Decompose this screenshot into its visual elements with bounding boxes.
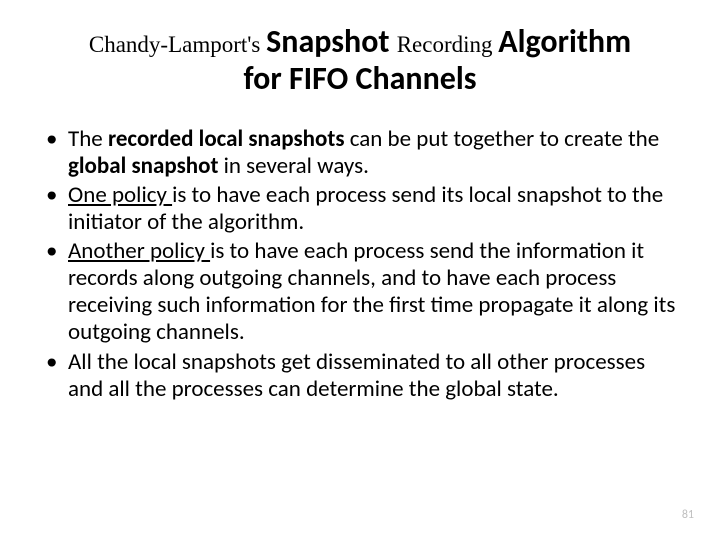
- bullet-list: The recorded local snapshots can be put …: [40, 126, 680, 403]
- title-line-2: for FIFO Channels: [40, 61, 680, 98]
- bullet-text-segment: Another policy: [68, 237, 210, 265]
- title-snapshot: Snapshot: [266, 22, 397, 61]
- title-line-1: Chandy-Lamport's Snapshot Recording Algo…: [40, 24, 680, 61]
- bullet-text-segment: recorded local snapshots: [108, 125, 345, 153]
- slide-title: Chandy-Lamport's Snapshot Recording Algo…: [40, 24, 680, 98]
- bullet-item: One policy is to have each process send …: [68, 182, 680, 236]
- slide-container: Chandy-Lamport's Snapshot Recording Algo…: [0, 0, 720, 540]
- title-recording: Recording: [397, 32, 499, 57]
- bullet-text-segment: One policy: [68, 181, 172, 209]
- bullet-text-segment: All the local snapshots get disseminated…: [68, 348, 645, 403]
- bullet-text-segment: The: [68, 125, 108, 153]
- bullet-text-segment: can be put together to create the: [345, 125, 660, 153]
- bullet-item: All the local snapshots get disseminated…: [68, 349, 680, 403]
- page-number: 81: [682, 508, 694, 522]
- title-algorithm: Algorithm: [498, 22, 631, 61]
- title-prefix: Chandy-Lamport's: [89, 32, 266, 57]
- bullet-item: The recorded local snapshots can be put …: [68, 126, 680, 180]
- bullet-text-segment: in several ways.: [218, 152, 369, 180]
- bullet-text-segment: global snapshot: [68, 152, 218, 180]
- bullet-item: Another policy is to have each process s…: [68, 238, 680, 347]
